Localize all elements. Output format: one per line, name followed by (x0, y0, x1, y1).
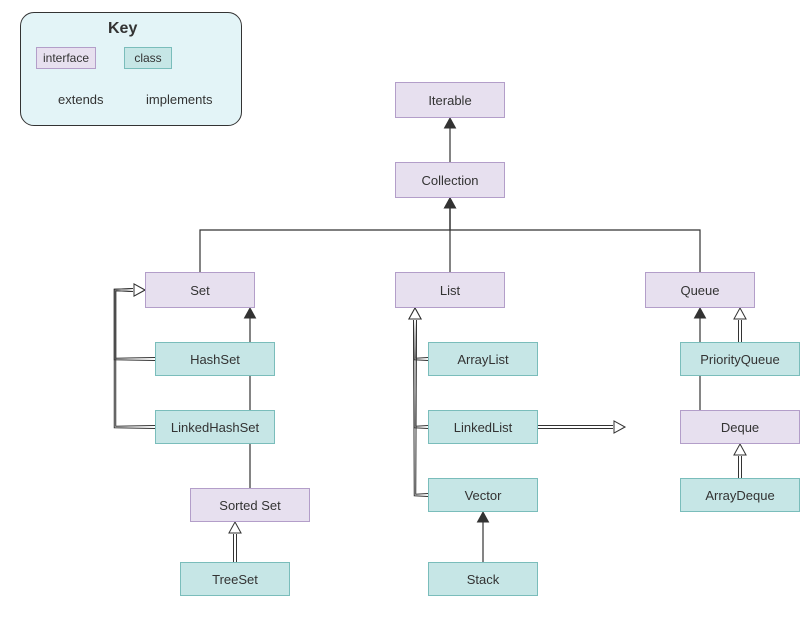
legend-swatch-class: class (124, 47, 172, 69)
node-LinkedList: LinkedList (428, 410, 538, 444)
node-LinkedHashSet: LinkedHashSet (155, 410, 275, 444)
node-ArrayDeque: ArrayDeque (680, 478, 800, 512)
node-PriorityQueue: PriorityQueue (680, 342, 800, 376)
node-Vector: Vector (428, 478, 538, 512)
node-ArrayList: ArrayList (428, 342, 538, 376)
legend-extends-label: extends (58, 92, 104, 107)
node-Iterable: Iterable (395, 82, 505, 118)
diagram-canvas: Key interface class extends implements I… (0, 0, 800, 622)
node-TreeSet: TreeSet (180, 562, 290, 596)
legend-title: Key (108, 20, 137, 38)
node-Collection: Collection (395, 162, 505, 198)
legend-swatch-interface: interface (36, 47, 96, 69)
node-SortedSet: Sorted Set (190, 488, 310, 522)
node-List: List (395, 272, 505, 308)
legend-implements-label: implements (146, 92, 212, 107)
node-HashSet: HashSet (155, 342, 275, 376)
node-Deque: Deque (680, 410, 800, 444)
node-Set: Set (145, 272, 255, 308)
node-Stack: Stack (428, 562, 538, 596)
node-Queue: Queue (645, 272, 755, 308)
